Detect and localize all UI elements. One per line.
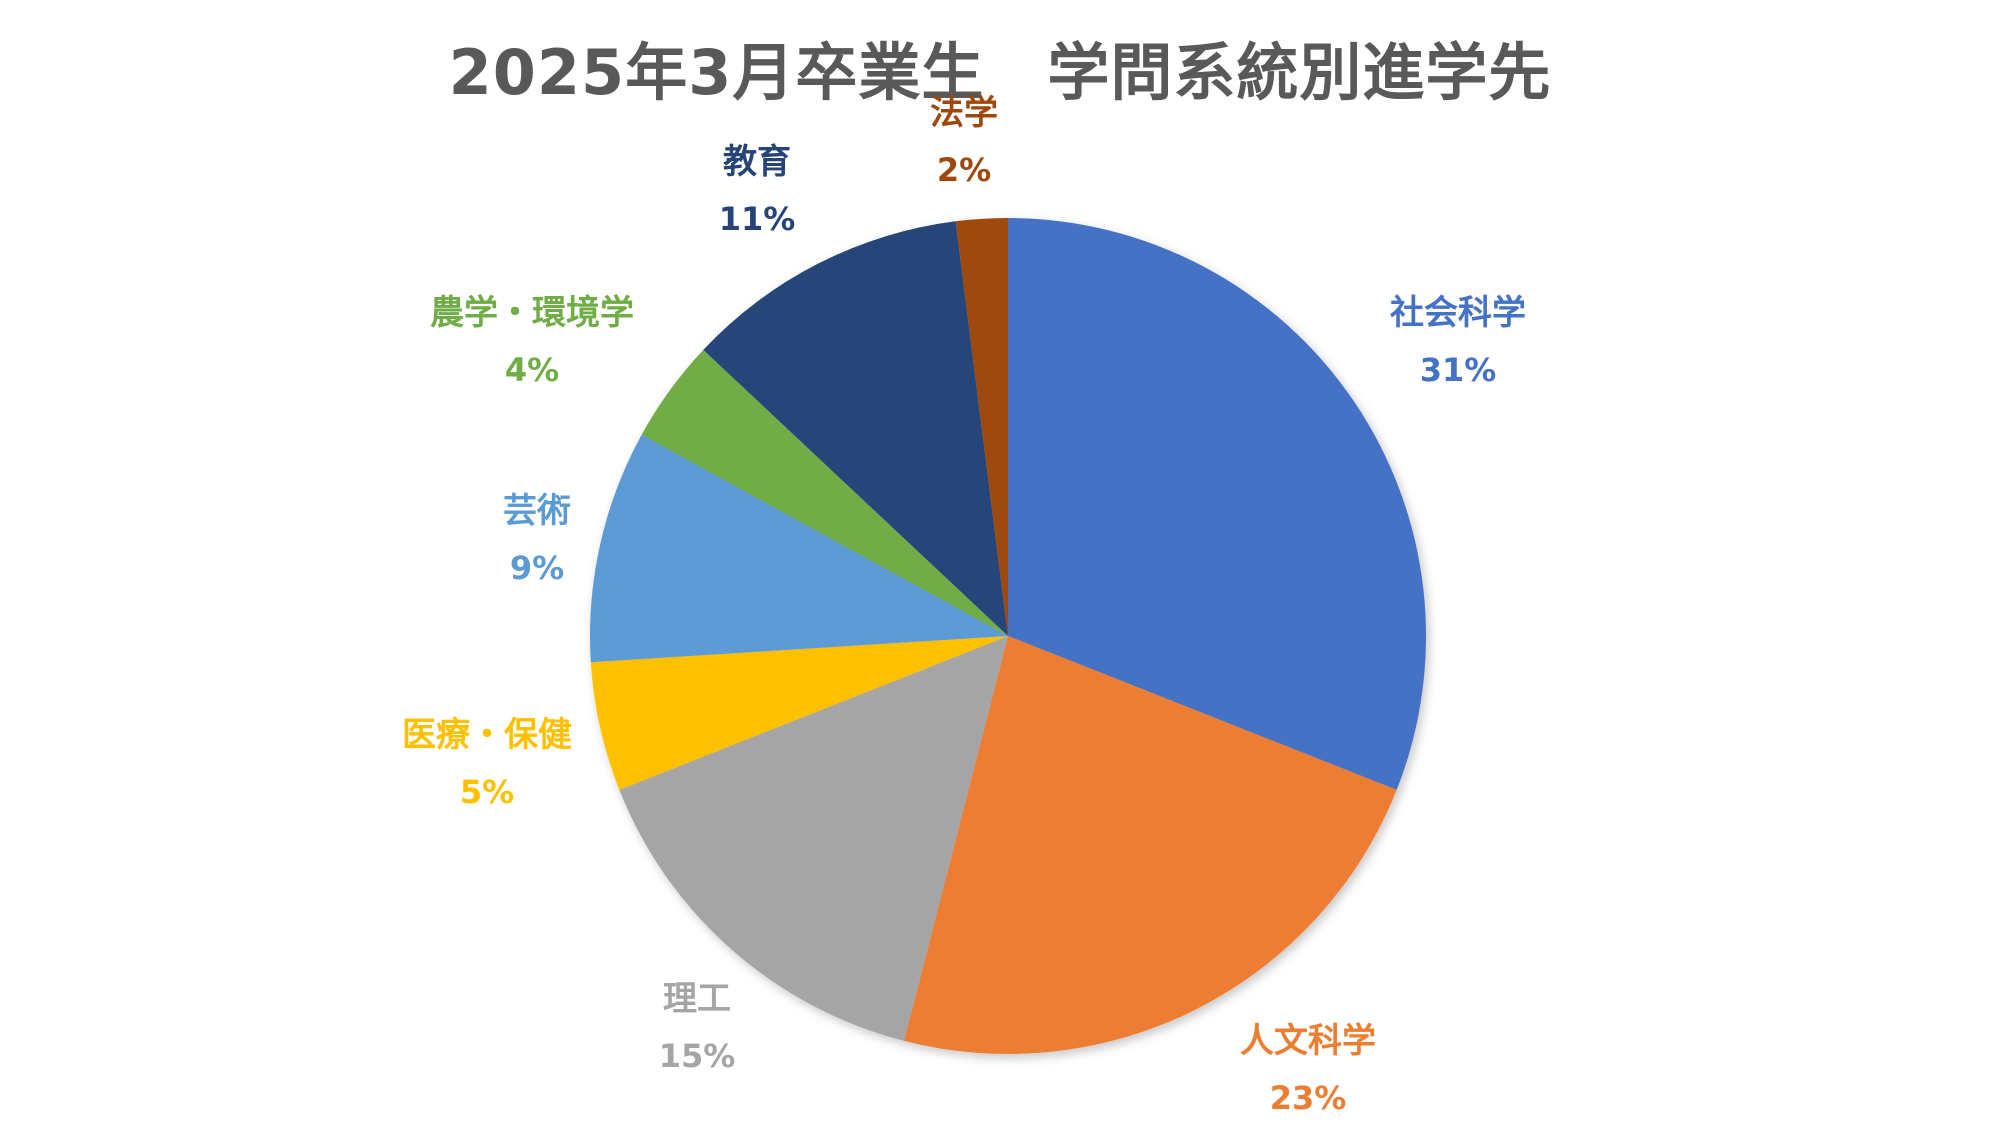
slice-category-label: 人文科学 [1240, 1021, 1376, 1061]
slice-percent-label: 9% [510, 549, 564, 587]
slice-percent-label: 5% [460, 773, 514, 811]
pie-slices [589, 218, 1427, 1055]
pie-slice [589, 434, 1008, 663]
slice-percent-label: 4% [505, 351, 559, 389]
slice-percent-label: 23% [1270, 1079, 1347, 1117]
slice-category-label: 医療・保健 [402, 715, 572, 755]
slice-percent-label: 2% [937, 151, 991, 189]
pie-slice [1008, 218, 1427, 790]
slice-percent-label: 31% [1420, 351, 1497, 389]
pie-slice [955, 218, 1008, 636]
slice-category-label: 農学・環境学 [430, 293, 634, 333]
pie-slice [703, 221, 1008, 637]
slice-category-label: 教育 [723, 142, 791, 182]
slice-percent-label: 11% [719, 200, 796, 238]
slice-category-label: 法学 [930, 93, 998, 133]
slice-percent-label: 15% [659, 1037, 736, 1075]
pie-slice [904, 636, 1397, 1055]
slice-category-label: 社会科学 [1390, 293, 1526, 333]
slice-category-label: 芸術 [503, 491, 571, 531]
pie-slice [619, 636, 1008, 1041]
slice-category-label: 理工 [663, 979, 731, 1019]
chart-title: 2025年3月卒業生 学問系統別進学先 [448, 36, 1552, 109]
pie-labels: 社会科学 31% 人文科学 23% 理工 15% 医療・保健 5% 芸術 9% 農学・環境学 4% 教育… [402, 93, 1526, 1117]
pie-slice [590, 636, 1008, 790]
pie-slice [641, 349, 1008, 636]
